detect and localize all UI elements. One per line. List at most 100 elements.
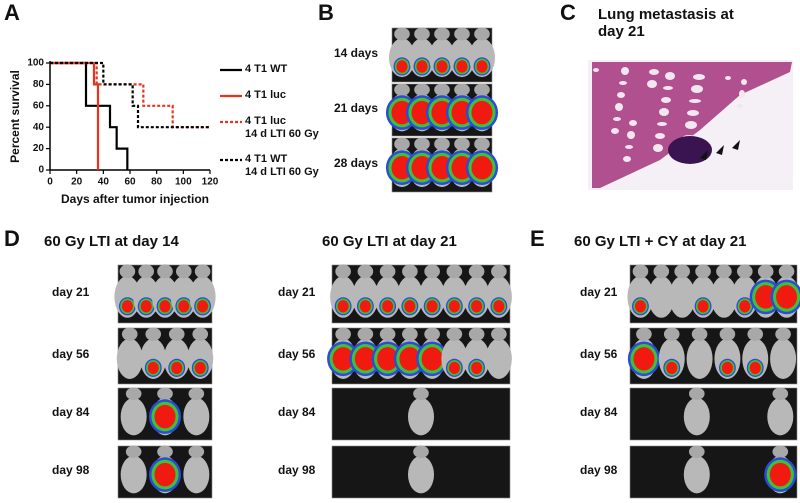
alveolus <box>619 81 627 85</box>
signal-core <box>739 300 751 313</box>
y-tick-label: 80 <box>33 79 45 90</box>
mouse-head <box>168 327 185 341</box>
mouse-head <box>674 264 690 279</box>
signal-core <box>178 300 190 313</box>
y-tick-label: 60 <box>33 100 45 111</box>
mouse-head <box>157 445 173 458</box>
panel-label: E <box>530 226 545 251</box>
mouse-head <box>157 387 173 400</box>
signal-core <box>697 300 709 313</box>
mouse-head <box>414 27 430 41</box>
signal-core <box>436 60 448 73</box>
row-label: day 56 <box>52 347 90 361</box>
alveolus <box>685 121 697 129</box>
row-label: day 98 <box>580 463 618 477</box>
mouse <box>770 338 797 379</box>
signal-core <box>448 300 460 313</box>
mouse <box>183 455 210 494</box>
survival-line <box>50 61 129 170</box>
x-tick-label: 120 <box>202 177 219 188</box>
x-tick-label: 60 <box>124 177 136 188</box>
imaging-panel <box>389 27 495 83</box>
imaging-panel <box>331 387 511 441</box>
row-label: day 84 <box>278 405 316 419</box>
panel-label: C <box>560 0 576 25</box>
mouse-head <box>188 445 205 458</box>
legend-label: 4 T1 luc 14 d LTI 60 Gy <box>245 115 319 140</box>
y-axis-label: Percent survival <box>8 70 22 163</box>
alveolus <box>663 86 673 90</box>
row-label: day 21 <box>580 285 618 299</box>
mouse <box>485 338 512 379</box>
signal-core <box>337 300 349 313</box>
signal-core <box>404 300 416 313</box>
alveolus <box>655 133 665 139</box>
signal-core <box>382 300 394 313</box>
panel-label: A <box>4 0 20 25</box>
signal-core <box>426 300 438 313</box>
imaging-panel <box>385 83 499 137</box>
imaging-panel <box>117 445 213 499</box>
row-label: day 84 <box>52 405 90 419</box>
mouse-head <box>474 27 490 41</box>
panel-title: Lung metastasis at day 21 <box>598 6 734 41</box>
alveolus <box>593 68 599 72</box>
alveolus <box>665 72 675 80</box>
signal-core <box>721 361 733 375</box>
row-label: 28 days <box>334 156 379 170</box>
row-label: day 84 <box>580 405 618 419</box>
signal-core <box>471 361 483 375</box>
mouse-head <box>138 264 154 279</box>
alveolus <box>647 80 657 88</box>
mouse-head <box>454 137 470 151</box>
mouse-head <box>394 137 410 151</box>
signal-core <box>448 361 460 375</box>
signal-core <box>396 60 408 73</box>
mouse-head <box>176 264 192 279</box>
mouse-head <box>491 264 507 279</box>
signal-core <box>421 347 443 371</box>
mouse-head <box>357 264 374 279</box>
signal-core <box>377 347 399 371</box>
mouse <box>767 397 794 436</box>
mouse-head <box>192 327 209 341</box>
signal-core <box>471 100 493 125</box>
alveolus <box>649 69 659 75</box>
row-label: day 21 <box>52 285 90 299</box>
mouse-head <box>446 327 463 341</box>
signal-core <box>197 300 209 313</box>
survival-line <box>50 61 210 129</box>
mouse <box>683 397 710 436</box>
legend-label: 4 T1 luc <box>245 89 286 101</box>
mouse-head <box>335 327 351 341</box>
arrowhead <box>716 145 724 155</box>
mouse <box>116 338 143 379</box>
mouse-head <box>125 445 142 458</box>
row-label: 21 days <box>334 101 379 115</box>
mouse <box>120 397 147 436</box>
mouse-head <box>414 83 430 96</box>
signal-core <box>140 300 152 313</box>
mouse-head <box>772 445 789 458</box>
mouse <box>683 455 710 494</box>
arrowhead <box>732 140 740 150</box>
survival-line <box>50 61 100 170</box>
mouse-head <box>663 327 680 341</box>
signal-core <box>332 347 354 371</box>
imaging-panel <box>114 264 216 324</box>
alveolus <box>623 156 631 162</box>
panel-title: 60 Gy LTI at day 21 <box>322 233 457 250</box>
signal-core <box>471 155 493 180</box>
mouse-head <box>394 27 410 41</box>
panel-title: 60 Gy LTI at day 14 <box>44 233 179 250</box>
signal-core <box>154 462 176 487</box>
x-axis-label: Days after tumor injection <box>61 192 209 206</box>
row-label: day 56 <box>580 347 618 361</box>
mouse-head <box>775 327 791 341</box>
y-tick-label: 0 <box>38 165 44 176</box>
x-tick-label: 0 <box>47 177 53 188</box>
row-label: day 98 <box>278 463 316 477</box>
y-tick-label: 100 <box>27 58 44 69</box>
imaging-panel <box>327 327 512 385</box>
